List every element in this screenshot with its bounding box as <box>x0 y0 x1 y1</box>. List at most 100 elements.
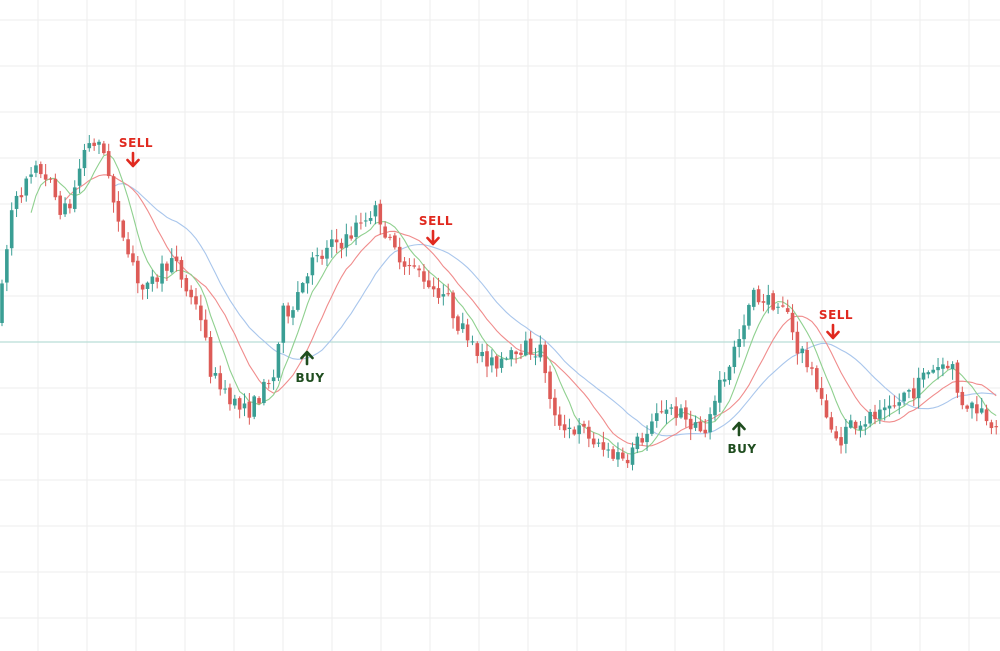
candle-body <box>417 268 421 271</box>
candle-bearish <box>761 293 766 312</box>
candle-body <box>548 371 552 400</box>
candle-bearish <box>102 140 106 155</box>
candle-body <box>218 373 223 390</box>
candle-bullish <box>504 356 509 361</box>
candle-bullish <box>291 306 295 326</box>
candle-body <box>407 264 412 267</box>
candle-bearish <box>92 138 96 151</box>
candle-body <box>727 366 732 381</box>
candle-body <box>189 289 193 298</box>
candle-bullish <box>616 442 620 467</box>
candle-bullish <box>848 414 853 429</box>
candle-bearish <box>494 354 499 377</box>
candle-bullish <box>887 395 892 417</box>
candle-bearish <box>819 377 824 406</box>
candle-body <box>247 401 252 418</box>
candle-bearish <box>582 420 586 434</box>
candle-bullish <box>878 400 882 424</box>
candle-bearish <box>179 256 184 288</box>
candle-body <box>805 349 809 368</box>
candle-body <box>640 438 644 443</box>
candle-bullish <box>97 139 101 154</box>
candle-body <box>970 402 974 409</box>
candle-bullish <box>9 202 14 256</box>
candle-bullish <box>330 229 334 258</box>
candle-bullish <box>751 287 756 311</box>
candle-body <box>451 292 455 319</box>
candle-body <box>858 425 863 430</box>
candle-body <box>422 271 426 282</box>
candle-body <box>184 278 189 292</box>
candle-body <box>349 235 353 239</box>
candle-bullish <box>921 368 926 388</box>
candle-bearish <box>339 238 344 259</box>
candle-body <box>402 261 407 267</box>
candle-bullish <box>635 432 640 454</box>
candle-body <box>111 176 116 203</box>
candle-body <box>179 260 184 280</box>
candle-body <box>994 426 999 428</box>
candle-body <box>150 276 155 284</box>
sell-signal-label: SELL <box>819 308 853 322</box>
candle-body <box>897 402 902 406</box>
candle-body <box>465 324 470 341</box>
candle-bullish <box>325 240 329 266</box>
candle-bullish <box>722 372 727 387</box>
candle-body <box>19 195 24 198</box>
sell-signal-label: SELL <box>119 136 153 150</box>
candle-bearish <box>436 277 441 304</box>
candle-bullish <box>305 273 310 294</box>
candle-bearish <box>136 256 140 294</box>
candle-bullish <box>87 135 92 152</box>
candle-body <box>0 283 4 323</box>
candle-body <box>9 210 14 249</box>
candle-body <box>194 296 198 305</box>
candle-bearish <box>140 283 145 300</box>
candle-bullish <box>499 352 504 373</box>
candle-body <box>281 305 286 343</box>
arrow-up-icon <box>732 421 746 437</box>
candle-body <box>5 249 9 283</box>
sell-signal: SELL <box>419 214 453 246</box>
candle-bearish <box>824 394 829 419</box>
candle-body <box>606 449 611 451</box>
candle-body <box>785 308 790 312</box>
candle-bearish <box>771 290 775 312</box>
candle-body <box>257 398 261 404</box>
candle-body <box>902 392 906 402</box>
candle-bullish <box>979 397 984 415</box>
candle-body <box>819 387 824 399</box>
candle-bullish <box>766 284 771 314</box>
candle-body <box>441 294 446 297</box>
candle-body <box>286 305 290 317</box>
candle-bullish <box>233 394 237 409</box>
candle-bullish <box>281 303 286 354</box>
candle-body <box>635 436 640 450</box>
candle-body <box>926 372 931 375</box>
candle-body <box>795 331 800 354</box>
candle-bullish <box>630 442 635 471</box>
candle-bullish <box>596 438 601 448</box>
candle-bearish <box>39 161 43 179</box>
candle-body <box>708 414 712 433</box>
candle-bearish <box>155 274 159 289</box>
candle-bearish <box>965 404 969 412</box>
candle-bullish <box>223 380 227 394</box>
sell-signal: SELL <box>119 136 153 168</box>
candle-body <box>388 236 392 238</box>
candle-bearish <box>975 396 979 422</box>
candle-body <box>509 350 514 360</box>
candle-bullish <box>160 255 164 292</box>
candle-body <box>344 234 349 248</box>
candle-body <box>751 289 756 307</box>
candle-body <box>92 142 96 146</box>
candle-bullish <box>718 371 722 413</box>
candle-bearish <box>674 397 678 426</box>
sell-signal-label: SELL <box>419 214 453 228</box>
candle-bearish <box>892 395 897 409</box>
candle-bullish <box>664 400 669 424</box>
candle-bearish <box>189 285 193 305</box>
candle-body <box>664 409 669 414</box>
candle-body <box>106 151 111 177</box>
